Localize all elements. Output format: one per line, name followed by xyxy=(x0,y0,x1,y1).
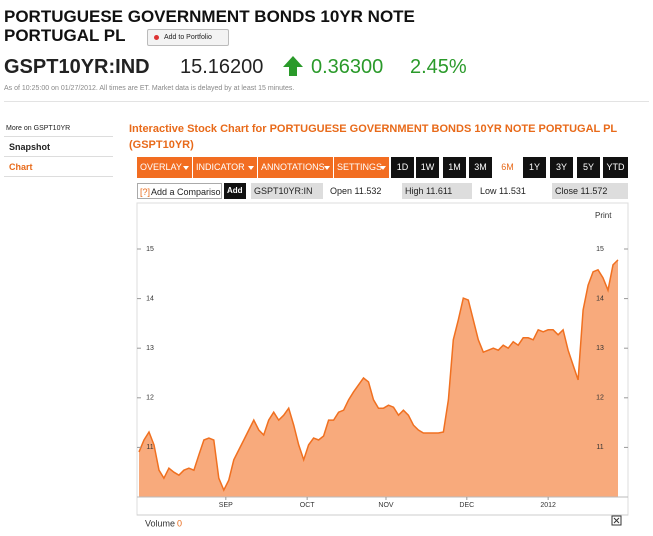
range-button[interactable]: 1W xyxy=(416,157,439,178)
stat: High 11.611 xyxy=(402,183,472,199)
stat-label: High xyxy=(405,186,424,196)
y-tick-label: 14 xyxy=(596,295,604,302)
y-tick-label: 15 xyxy=(146,246,154,253)
y-tick-label: 12 xyxy=(146,395,154,402)
chart-section-title: Interactive Stock Chart for PORTUGUESE G… xyxy=(129,123,617,151)
stat: Open 11.532 xyxy=(327,183,395,199)
area-fill xyxy=(139,259,618,497)
symbol: GSPT10YR:IND xyxy=(4,56,150,78)
range-button[interactable]: 3M xyxy=(469,157,492,178)
menu-button[interactable]: INDICATOR xyxy=(193,157,257,178)
sidebar-link[interactable]: Snapshot xyxy=(4,138,113,157)
stat-value: 11.531 xyxy=(499,186,526,196)
dropdown-arrow xyxy=(183,166,189,170)
page-title: PORTUGUESE GOVERNMENT BONDS 10YR NOTE PO… xyxy=(4,7,415,45)
volume-value: 0 xyxy=(177,518,182,528)
stat-value: 11.611 xyxy=(426,186,453,196)
y-tick-label: 11 xyxy=(596,444,603,451)
menu-label: SETTINGS xyxy=(337,162,383,172)
range-button[interactable]: 1D xyxy=(391,157,414,178)
volume-label: Volume xyxy=(145,518,175,528)
help-link[interactable]: [?] xyxy=(140,187,151,197)
range-button[interactable]: YTD xyxy=(603,157,628,178)
change-percent: 2.45% xyxy=(410,56,467,78)
stat: Low 11.531 xyxy=(477,183,547,199)
range-button[interactable]: 5Y xyxy=(577,157,600,178)
up-arrow xyxy=(283,56,303,76)
y-tick-label: 12 xyxy=(596,395,604,402)
x-tick-label: DEC xyxy=(459,502,474,509)
range-button[interactable]: 1M xyxy=(443,157,466,178)
stat-value: 11.572 xyxy=(580,186,608,196)
menu-button[interactable]: SETTINGS xyxy=(334,157,389,178)
close-box[interactable] xyxy=(611,515,622,526)
area-line xyxy=(138,259,619,492)
stat-value: 11.532 xyxy=(354,186,382,196)
compare-input[interactable]: [?]Add a Compariso xyxy=(137,183,222,199)
add-to-portfolio-button[interactable]: Add to Portfolio xyxy=(147,29,229,46)
price: 15.16200 xyxy=(180,56,264,78)
sidebar-link[interactable]: Chart xyxy=(4,158,113,177)
sidebar-heading: More on GSPT10YR xyxy=(4,121,113,137)
add-button[interactable]: Add xyxy=(224,183,246,199)
separator xyxy=(4,101,649,102)
menu-label: ANNOTATIONS xyxy=(261,162,325,172)
dropdown-arrow xyxy=(380,166,386,170)
x-tick-label: 2012 xyxy=(540,502,556,509)
y-tick-label: 15 xyxy=(596,246,604,253)
stat-label: Open xyxy=(330,186,353,196)
stat-label: Close xyxy=(555,186,579,196)
menu-label: OVERLAY xyxy=(140,162,182,172)
button-label: Add to Portfolio xyxy=(164,34,212,41)
symbol-chip: GSPT10YR:IN xyxy=(251,183,323,199)
y-tick-label: 11 xyxy=(146,444,153,451)
stat-label: Low xyxy=(480,186,497,196)
placeholder: Add a Compariso xyxy=(151,187,221,197)
dropdown-arrow xyxy=(324,166,330,170)
range-button[interactable]: 1Y xyxy=(523,157,546,178)
x-tick-label: NOV xyxy=(378,502,394,509)
y-tick-label: 13 xyxy=(146,345,154,352)
stat: Close 11.572 xyxy=(552,183,628,199)
change: 0.36300 xyxy=(311,56,384,78)
y-tick-label: 13 xyxy=(596,345,604,352)
chart-frame xyxy=(136,202,629,516)
range-button[interactable]: 3Y xyxy=(550,157,573,178)
y-tick-label: 14 xyxy=(146,295,154,302)
menu-label: INDICATOR xyxy=(196,162,245,172)
menu-button[interactable]: ANNOTATIONS xyxy=(258,157,333,178)
x-tick-label: SEP xyxy=(219,502,233,509)
print-link[interactable]: Print xyxy=(595,211,612,220)
timestamp: As of 10:25:00 on 01/27/2012. All times … xyxy=(4,85,295,92)
x-tick-label: OCT xyxy=(300,502,316,509)
menu-button[interactable]: OVERLAY xyxy=(137,157,192,178)
dropdown-arrow xyxy=(248,166,254,170)
range-button[interactable]: 6M xyxy=(496,157,519,178)
